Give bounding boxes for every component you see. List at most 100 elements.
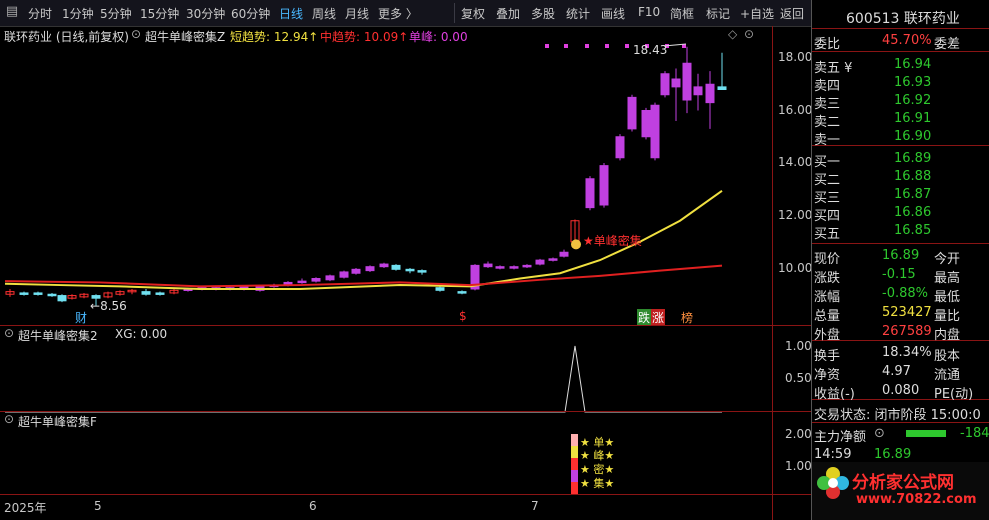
candle-body xyxy=(509,266,519,269)
candle-body xyxy=(103,292,113,298)
multi-stock-button[interactable]: 多股 xyxy=(531,7,556,21)
stat-value: 18.34% xyxy=(882,345,932,360)
x-tick-5: 5 xyxy=(94,499,102,513)
quote-row: 买二 16.88 xyxy=(814,168,987,188)
y-tick-05: 0.50 xyxy=(785,371,812,385)
indicator3-toggle-icon[interactable]: ⊙ xyxy=(4,412,15,426)
short-trend-value: 短趋势: 12.94↑ xyxy=(230,30,319,44)
period-15min[interactable]: 15分钟 xyxy=(140,7,180,21)
period-30min[interactable]: 30分钟 xyxy=(186,7,226,21)
stat-label: 换手 xyxy=(814,349,841,364)
drop-marker[interactable]: 跌 xyxy=(637,309,652,326)
stat-label: 涨幅 xyxy=(814,290,841,305)
candle-body xyxy=(297,280,307,284)
candle-body xyxy=(67,295,77,299)
signal-char-3: ★ 密★ xyxy=(580,463,615,476)
weicha-label: 委差 xyxy=(934,37,961,52)
stat-value: 267589 xyxy=(882,324,932,339)
y-tick-12: 12.00 xyxy=(778,208,813,222)
ask-label: 卖三 xyxy=(814,97,841,112)
candle-body xyxy=(365,266,375,272)
x-tick-6: 6 xyxy=(309,499,317,513)
signal-char-2: ★ 峰★ xyxy=(580,449,615,462)
indicator-toggle-icon[interactable]: ⊙ xyxy=(131,27,142,41)
f-signal-bar xyxy=(571,458,578,470)
draw-line-button[interactable]: 画线 xyxy=(601,7,626,21)
finance-marker[interactable]: 财 xyxy=(75,311,88,325)
indicator2-name[interactable]: 超牛单峰密集2 xyxy=(18,329,98,343)
quote-divider xyxy=(812,399,989,400)
add-favorite-button[interactable]: +自选 xyxy=(740,7,775,21)
period-monthly[interactable]: 月线 xyxy=(345,7,370,21)
y-tick-1b: 1.00 xyxy=(785,459,812,473)
rise-marker[interactable]: 涨 xyxy=(651,309,666,326)
candle-body xyxy=(599,165,609,206)
signal-dot xyxy=(564,44,568,48)
mid-trend-value: 中趋势: 10.09↑ xyxy=(320,30,409,44)
period-more[interactable]: 更多 〉 xyxy=(378,7,418,21)
panel-divider xyxy=(0,325,811,326)
candle-body xyxy=(627,96,637,130)
trade-state: 交易状态: 闭市阶段 15:00:0 xyxy=(814,408,981,423)
quote-row: 总量 523427 量比 xyxy=(814,304,987,324)
period-5min[interactable]: 5分钟 xyxy=(100,7,132,21)
panel-gear-icon[interactable]: ⊙ xyxy=(744,27,755,41)
stat-label: 收益(-) xyxy=(814,387,855,402)
overlay-button[interactable]: 叠加 xyxy=(496,7,521,21)
f-signal-bar xyxy=(571,482,578,494)
weibi-value: 45.70% xyxy=(882,33,932,48)
stat-label: 净资 xyxy=(814,368,841,383)
billboard-marker[interactable]: 榜 xyxy=(681,311,694,325)
candle-body xyxy=(641,110,651,138)
panel-diamond-icon[interactable]: ◇ xyxy=(728,27,738,41)
panel-border xyxy=(811,0,812,520)
ask-label: 卖五 ¥ xyxy=(814,61,853,76)
candle-body xyxy=(615,136,625,159)
kline-panel: 联环药业 (日线,前复权) ⊙ 超牛单峰密集Z 短趋势: 12.94↑ 中趋势:… xyxy=(0,26,811,326)
ask-label: 卖四 xyxy=(814,79,841,94)
stats-button[interactable]: 统计 xyxy=(566,7,591,21)
candle-body xyxy=(391,264,401,270)
signal-dot xyxy=(682,44,686,48)
stat-right-label: 内盘 xyxy=(934,328,961,343)
candle-body xyxy=(693,86,703,96)
indicator-name[interactable]: 超牛单峰密集Z xyxy=(145,30,226,44)
signal-dot xyxy=(545,44,549,48)
main-net-value: -184 xyxy=(960,426,989,441)
candle-body xyxy=(19,292,29,295)
bid-price: 16.87 xyxy=(894,187,932,202)
f10-button[interactable]: F10 xyxy=(638,5,661,19)
candle-body xyxy=(141,291,151,295)
period-weekly[interactable]: 周线 xyxy=(312,7,337,21)
candle-body xyxy=(155,292,165,295)
period-60min[interactable]: 60分钟 xyxy=(231,7,271,21)
stat-label: 现价 xyxy=(814,252,841,267)
period-fenshi[interactable]: 分时 xyxy=(28,7,53,21)
signal-coin-icon xyxy=(571,239,581,250)
grid-menu-icon[interactable]: ▤ xyxy=(5,4,19,19)
quote-divider xyxy=(812,51,989,52)
period-daily[interactable]: 日线 xyxy=(279,7,304,21)
mark-button[interactable]: 标记 xyxy=(706,7,731,21)
fuquan-button[interactable]: 复权 xyxy=(461,7,486,21)
dividend-marker[interactable]: $ xyxy=(459,309,467,323)
bid-label: 买一 xyxy=(814,155,841,170)
bid-label: 买三 xyxy=(814,191,841,206)
candle-body xyxy=(311,278,321,282)
main-net-gear-icon[interactable]: ⊙ xyxy=(874,426,885,441)
indicator3-name[interactable]: 超牛单峰密集F xyxy=(18,415,97,429)
period-1min[interactable]: 1分钟 xyxy=(62,7,94,21)
indicator2-toggle-icon[interactable]: ⊙ xyxy=(4,326,15,340)
ask-price: 16.92 xyxy=(894,93,932,108)
quote-divider xyxy=(812,28,989,29)
candle-body xyxy=(457,291,467,294)
low-price-label: ←8.56 xyxy=(90,299,127,313)
candle-body xyxy=(585,178,595,209)
back-button[interactable]: 返回 xyxy=(780,7,805,21)
y-tick-18: 18.00 xyxy=(778,50,813,64)
quote-row: 涨跌 -0.15 最高 xyxy=(814,266,987,286)
candle-body xyxy=(325,275,335,281)
axis-divider xyxy=(772,26,773,520)
candle-body xyxy=(548,258,558,261)
simple-frame-button[interactable]: 简框 xyxy=(670,7,695,21)
